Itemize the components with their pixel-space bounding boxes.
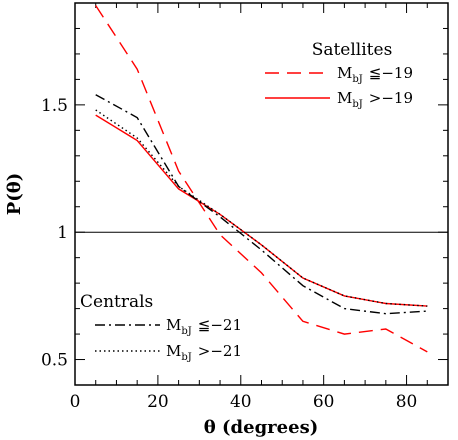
x-tick-label: 60 — [313, 392, 335, 412]
legend-entry-label: MbJ >−19 — [337, 89, 413, 110]
x-tick-label: 80 — [396, 392, 418, 412]
axis-ticks — [74, 2, 449, 386]
series-line-1 — [95, 114, 428, 307]
series-line-0 — [95, 5, 428, 353]
legend-title: Satellites — [312, 40, 393, 60]
x-tick-label: 40 — [230, 392, 252, 412]
legends: Satellites MbJ ≦−19 MbJ >−19 Centrals MbJ ≦−21 M… — [80, 40, 413, 363]
y-tick-label: 0.5 — [41, 351, 68, 371]
legend-entry-label: MbJ ≦−21 — [166, 316, 242, 337]
plot-frame — [74, 2, 449, 386]
legend-title: Centrals — [80, 292, 153, 312]
y-axis-title: P(θ) — [4, 173, 25, 216]
x-tick-label: 0 — [70, 392, 81, 412]
series-lines — [95, 5, 428, 353]
legend-entry-label: MbJ ≦−19 — [337, 64, 413, 85]
x-tick-label: 20 — [147, 392, 169, 412]
y-tick-label: 1.5 — [41, 96, 68, 116]
y-tick-label: 1 — [57, 223, 68, 243]
series-line-2 — [95, 94, 428, 315]
series-line-3 — [95, 109, 428, 307]
x-axis-title: θ (degrees) — [204, 417, 318, 438]
tick-labels: 0 20 40 60 80 0.5 1 1.5 — [41, 96, 417, 412]
legend-entry-label: MbJ >−21 — [166, 342, 242, 363]
